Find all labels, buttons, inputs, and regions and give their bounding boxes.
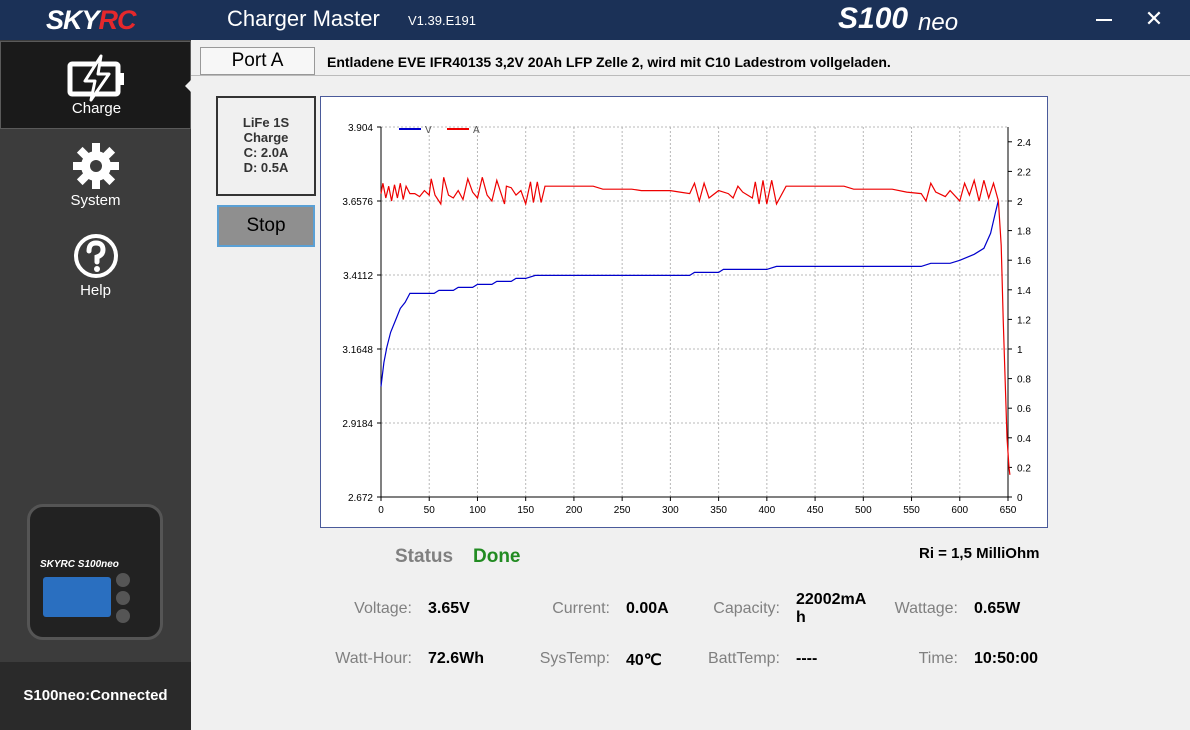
- sidebar-item-help[interactable]: Help: [0, 226, 191, 314]
- sidebar-item-system[interactable]: System: [0, 136, 191, 224]
- main-panel: Port A Entladene EVE IFR40135 3,2V 20Ah …: [191, 40, 1190, 730]
- capacity-value-line1: 22002mA: [796, 591, 867, 608]
- x-tick-label: 650: [1000, 505, 1017, 516]
- charge-battery-icon: [67, 54, 124, 102]
- gear-icon: [73, 143, 119, 189]
- device-button: [116, 591, 130, 605]
- y-left-tick-label: 3.6576: [342, 197, 373, 208]
- title-bar: SKYRC Charger Master V1.39.E191 S100 neo…: [0, 0, 1190, 40]
- y-left-tick-label: 2.672: [348, 493, 373, 504]
- device-button: [116, 609, 130, 623]
- y-right-tick-label: 0.4: [1017, 434, 1031, 445]
- wattage-label: Wattage:: [894, 600, 958, 617]
- y-left-tick-label: 2.9184: [342, 419, 373, 430]
- program-chemistry: LiFe 1S: [242, 115, 290, 130]
- series-line-v: [380, 200, 999, 387]
- tab-divider: [191, 75, 1190, 76]
- internal-resistance: Ri = 1,5 MilliOhm: [919, 545, 1040, 562]
- y-right-tick-label: 0: [1017, 493, 1023, 504]
- app-version: V1.39.E191: [408, 13, 476, 28]
- y-right-tick-label: 1: [1017, 345, 1023, 356]
- x-tick-label: 200: [566, 505, 583, 516]
- sidebar-item-label: Charge: [71, 100, 122, 117]
- time-value: 10:50:00: [974, 650, 1039, 667]
- x-tick-label: 100: [469, 505, 486, 516]
- model-name: S100: [838, 2, 909, 35]
- program-discharge-current: D: 0.5A: [243, 160, 289, 175]
- x-tick-label: 50: [424, 505, 436, 516]
- sidebar-item-charge[interactable]: Charge: [0, 41, 191, 129]
- x-tick-label: 500: [855, 505, 872, 516]
- y-right-tick-label: 1.2: [1017, 315, 1031, 326]
- close-icon: ✕: [1144, 6, 1164, 31]
- x-tick-label: 350: [710, 505, 727, 516]
- minimize-button[interactable]: [1090, 8, 1118, 32]
- capacity-value-line2: h: [796, 609, 806, 626]
- active-indicator: [185, 80, 191, 92]
- y-right-tick-label: 1.6: [1017, 256, 1031, 267]
- y-right-tick-label: 1.4: [1017, 286, 1031, 297]
- watthour-value: 72.6Wh: [428, 650, 485, 667]
- current-label: Current:: [552, 600, 610, 617]
- model-suffix: neo: [918, 9, 959, 36]
- voltage-label: Voltage:: [354, 600, 412, 617]
- sidebar-item-label: Help: [80, 282, 111, 299]
- voltage-value: 3.65V: [428, 600, 470, 617]
- systemp-value: 40℃: [626, 652, 662, 669]
- y-right-tick-label: 0.8: [1017, 375, 1031, 386]
- y-right-tick-label: 2.2: [1017, 167, 1031, 178]
- time-label: Time:: [918, 650, 958, 667]
- y-right-tick-label: 1.8: [1017, 227, 1031, 238]
- current-value: 0.00A: [626, 600, 669, 617]
- device-image: SKYRC S100neo: [27, 504, 163, 640]
- connection-status: S100neo:Connected: [0, 662, 191, 730]
- y-right-tick-label: 0.2: [1017, 463, 1031, 474]
- x-tick-label: 550: [903, 505, 920, 516]
- minimize-icon: [1096, 19, 1112, 21]
- x-tick-label: 0: [378, 505, 384, 516]
- x-tick-label: 400: [759, 505, 776, 516]
- program-mode: Charge: [243, 130, 289, 145]
- sidebar-item-label: System: [70, 192, 121, 209]
- device-screen: [43, 577, 111, 617]
- app-title: Charger Master: [227, 6, 380, 31]
- x-tick-label: 450: [807, 505, 824, 516]
- capacity-value: 22002mA h: [796, 591, 866, 627]
- charge-chart: 0 50 100 150 200 250 300 350 400 450 500 550 600 650 3…: [320, 96, 1048, 528]
- x-tick-label: 300: [662, 505, 679, 516]
- status-label: Status: [395, 546, 454, 567]
- y-right-tick-label: 2: [1017, 197, 1023, 208]
- x-tick-label: 250: [614, 505, 631, 516]
- status-value: Done: [473, 546, 521, 567]
- systemp-label: SysTemp:: [539, 650, 610, 667]
- port-description: Entladene EVE IFR40135 3,2V 20Ah LFP Zel…: [327, 54, 891, 70]
- help-icon: [74, 234, 118, 278]
- program-charge-current: C: 2.0A: [243, 145, 289, 160]
- legend-label-a: A: [473, 125, 480, 136]
- y-left-tick-label: 3.1648: [342, 345, 373, 356]
- batttemp-label: BattTemp:: [707, 650, 780, 667]
- y-right-tick-label: 0.6: [1017, 404, 1031, 415]
- y-left-tick-label: 3.4112: [343, 271, 373, 282]
- series-line-a: [380, 176, 1011, 475]
- watthour-label: Watt-Hour:: [335, 650, 412, 667]
- device-logo: SKYRC S100neo: [40, 559, 119, 570]
- tab-port-a[interactable]: Port A: [200, 47, 315, 75]
- sidebar: Charge System Help SK: [0, 40, 191, 730]
- device-button: [116, 573, 130, 587]
- batttemp-value: ----: [796, 650, 818, 667]
- legend-label-v: V: [425, 125, 432, 136]
- x-tick-label: 150: [517, 505, 534, 516]
- close-button[interactable]: ✕: [1140, 6, 1168, 34]
- capacity-label: Capacity:: [713, 600, 780, 617]
- y-right-tick-label: 2.4: [1017, 138, 1031, 149]
- program-info: LiFe 1S Charge C: 2.0A D: 0.5A: [216, 96, 316, 196]
- y-left-tick-label: 3.904: [348, 123, 373, 134]
- chart-canvas: 0 50 100 150 200 250 300 350 400 450 500 550 600 650 3…: [342, 123, 1031, 516]
- wattage-value: 0.65W: [974, 600, 1021, 617]
- brand-logo: SKYRC: [46, 5, 137, 35]
- x-tick-label: 600: [951, 505, 968, 516]
- stop-button[interactable]: Stop: [217, 205, 315, 247]
